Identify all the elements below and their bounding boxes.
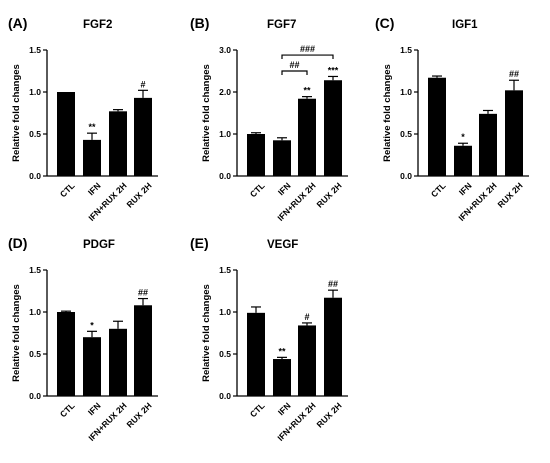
significance-label: ** xyxy=(88,122,96,132)
bar xyxy=(505,90,523,176)
bar xyxy=(83,337,101,396)
y-tick-label: 0.0 xyxy=(219,171,231,181)
y-tick-label: 1.5 xyxy=(219,265,231,275)
bar xyxy=(57,92,75,176)
x-tick-label: CTL xyxy=(58,181,77,200)
x-tick-label: IFN xyxy=(86,401,103,418)
x-tick-label: IFN xyxy=(86,181,103,198)
y-tick-label: 1.0 xyxy=(29,87,41,97)
significance-label: # xyxy=(304,312,309,322)
significance-label: ** xyxy=(303,86,311,96)
bar xyxy=(273,140,291,176)
comparison-bracket xyxy=(281,70,308,75)
y-tick-label: 0.0 xyxy=(29,391,41,401)
y-tick-label: 1.5 xyxy=(29,45,41,55)
y-tick-label: 0.0 xyxy=(219,391,231,401)
bar xyxy=(134,97,152,176)
chart-panel: (B) FGF7 Relative fold changes 0.0 1.0 2.0 3.0… xyxy=(190,15,348,223)
chart-panel: (C) IGF1 Relative fold changes 0.0 0.5 1.0 1.5… xyxy=(375,15,529,223)
y-axis-label: Relative fold changes xyxy=(201,64,212,162)
x-tick-label: RUX 2H xyxy=(314,401,343,430)
panel-title: IGF1 xyxy=(452,19,478,31)
y-tick-label: 1.0 xyxy=(29,307,41,317)
significance-label: *** xyxy=(328,65,339,75)
x-tick-label: CTL xyxy=(248,181,267,200)
y-tick-label: 1.0 xyxy=(219,307,231,317)
x-tick-label: RUX 2H xyxy=(124,181,153,210)
bar xyxy=(109,328,127,396)
x-tick-label: IFN xyxy=(276,181,293,198)
bar xyxy=(324,80,342,176)
x-tick-label: RUX 2H xyxy=(495,181,524,210)
bracket-label: ## xyxy=(289,60,299,70)
bar xyxy=(298,98,316,176)
y-tick-label: 2.0 xyxy=(219,87,231,97)
significance-label: ## xyxy=(328,279,338,289)
bar xyxy=(324,297,342,396)
panel-title: VEGF xyxy=(267,239,298,251)
bracket-label: ### xyxy=(300,44,315,54)
chart-panel: (A) FGF2 Relative fold changes 0.0 0.5 1.0 1.5… xyxy=(8,15,158,223)
significance-label: # xyxy=(140,79,145,89)
bar xyxy=(83,139,101,176)
significance-label: ## xyxy=(138,288,148,298)
y-axis-label: Relative fold changes xyxy=(11,284,22,382)
y-tick-label: 0.5 xyxy=(219,349,231,359)
panel-title: FGF7 xyxy=(267,19,296,31)
panel-label: (B) xyxy=(190,15,209,31)
significance-label: ** xyxy=(278,346,286,356)
comparison-bracket xyxy=(281,54,334,60)
y-tick-label: 1.5 xyxy=(400,45,412,55)
x-tick-label: RUX 2H xyxy=(124,401,153,430)
x-tick-label: RUX 2H xyxy=(314,181,343,210)
y-tick-label: 0.5 xyxy=(29,349,41,359)
x-tick-label: IFN xyxy=(276,401,293,418)
bar xyxy=(109,111,127,176)
x-tick-label: CTL xyxy=(248,401,267,420)
panel-label: (E) xyxy=(190,235,209,251)
bar xyxy=(273,359,291,396)
y-tick-label: 0.5 xyxy=(29,129,41,139)
x-tick-label: IFN xyxy=(457,181,474,198)
y-tick-label: 0.5 xyxy=(400,129,412,139)
significance-label: * xyxy=(461,132,465,142)
bar xyxy=(428,77,446,176)
panel-label: (D) xyxy=(8,235,27,251)
significance-label: * xyxy=(90,320,94,330)
y-tick-label: 1.0 xyxy=(400,87,412,97)
bar xyxy=(247,312,265,396)
panel-label: (A) xyxy=(8,15,27,31)
bar xyxy=(454,145,472,176)
panel-title: FGF2 xyxy=(83,19,112,31)
y-tick-label: 3.0 xyxy=(219,45,231,55)
y-tick-label: 1.0 xyxy=(219,129,231,139)
panel-title: PDGF xyxy=(83,239,115,251)
bar xyxy=(57,312,75,396)
bar xyxy=(134,305,152,396)
y-tick-label: 0.0 xyxy=(400,171,412,181)
panel-label: (C) xyxy=(375,15,394,31)
x-tick-label: CTL xyxy=(58,401,77,420)
y-tick-label: 1.5 xyxy=(29,265,41,275)
bar xyxy=(479,113,497,176)
y-axis-label: Relative fold changes xyxy=(382,64,393,162)
x-tick-label: CTL xyxy=(429,181,448,200)
y-tick-label: 0.0 xyxy=(29,171,41,181)
chart-panel: (E) VEGF Relative fold changes 0.0 0.5 1.0 1.5… xyxy=(190,235,348,443)
significance-label: ## xyxy=(509,69,519,79)
y-axis-label: Relative fold changes xyxy=(11,64,22,162)
y-axis-label: Relative fold changes xyxy=(201,284,212,382)
bar xyxy=(298,325,316,396)
chart-panel: (D) PDGF Relative fold changes 0.0 0.5 1.0 1.5… xyxy=(8,235,158,443)
bar xyxy=(247,134,265,176)
